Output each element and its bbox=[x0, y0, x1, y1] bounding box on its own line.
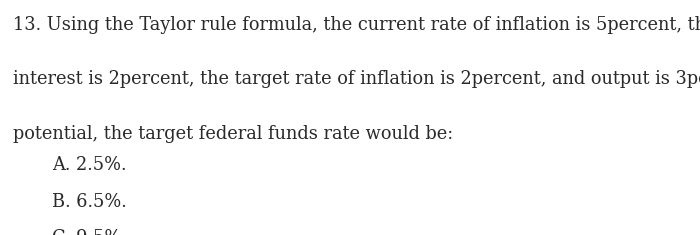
Text: C. 9.5%.: C. 9.5%. bbox=[52, 229, 127, 235]
Text: potential, the target federal funds rate would be:: potential, the target federal funds rate… bbox=[13, 125, 453, 143]
Text: B. 6.5%.: B. 6.5%. bbox=[52, 193, 127, 211]
Text: interest is 2percent, the target rate of inflation is 2percent, and output is 3p: interest is 2percent, the target rate of… bbox=[13, 70, 700, 89]
Text: 13. Using the Taylor rule formula, the current rate of inflation is 5percent, th: 13. Using the Taylor rule formula, the c… bbox=[13, 16, 700, 35]
Text: A. 2.5%.: A. 2.5%. bbox=[52, 156, 127, 174]
